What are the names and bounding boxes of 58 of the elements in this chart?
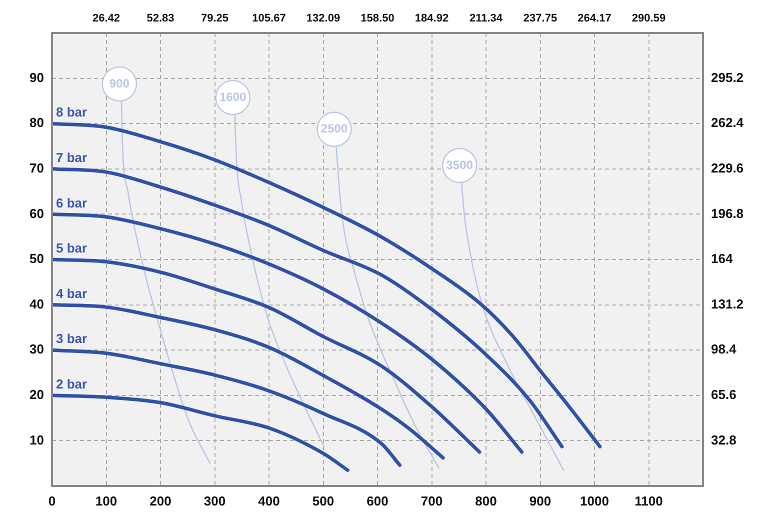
y2-tick-label: 196.8 [711, 206, 744, 221]
x2-tick-label: 132.09 [306, 12, 340, 24]
x-tick-label: 1100 [634, 493, 663, 508]
series-label: 4 bar [56, 286, 88, 301]
x2-tick-label: 79.25 [200, 12, 229, 24]
series-label: 2500 [320, 122, 348, 136]
x2-tick-label: 264.17 [578, 12, 612, 24]
y2-tick-label: 98.4 [711, 342, 738, 357]
y-tick-label: 20 [30, 386, 44, 402]
x2-tick-label: 52.83 [146, 12, 174, 24]
y2-tick-label: 65.6 [711, 386, 736, 402]
y2-tick-label: 164 [711, 251, 734, 266]
line-series [52, 258, 482, 454]
y-tick-label: 50 [30, 251, 44, 266]
line-series [52, 348, 402, 467]
x2-tick-label: 211.34 [469, 12, 504, 24]
y2-tick-label: 229.6 [711, 160, 744, 176]
x-tick-label: 0 [48, 493, 56, 508]
x2-tick-label: 105.67 [252, 12, 286, 24]
y-tick-label: 80 [30, 115, 44, 130]
line-series [52, 394, 350, 472]
x-tick-label: 700 [420, 493, 443, 508]
y-tick-label: 30 [30, 342, 44, 357]
x2-tick-label: 26.42 [92, 12, 120, 24]
x2-tick-label: 158.50 [360, 12, 394, 24]
series-label: 5 bar [56, 240, 88, 256]
x2-tick-label: 290.59 [632, 12, 666, 24]
series-label: 3 bar [56, 331, 88, 346]
x-tick-label: 1000 [580, 493, 609, 508]
y-tick-label: 10 [30, 432, 44, 448]
y-tick-label: 70 [30, 160, 44, 176]
x2-tick-label: 237.75 [523, 12, 558, 24]
series-label: 1600 [219, 90, 246, 104]
line-series [52, 122, 602, 448]
x-tick-label: 800 [475, 493, 497, 508]
series-label: 2 bar [56, 376, 88, 392]
x2-tick-label: 184.92 [414, 12, 449, 24]
x-tick-label: 400 [258, 493, 280, 508]
series-label: 900 [109, 76, 130, 90]
y-tick-label: 60 [30, 206, 44, 221]
x-tick-label: 500 [312, 493, 334, 508]
x-tick-label: 300 [204, 493, 226, 508]
series-label: 6 bar [56, 195, 88, 210]
line-series [52, 212, 524, 454]
y-tick-label: 90 [30, 70, 44, 85]
y-tick-label: 40 [30, 296, 44, 312]
line-series [52, 303, 445, 460]
y2-tick-label: 295.2 [711, 70, 744, 85]
series-label: 3500 [446, 158, 474, 172]
x-tick-label: 900 [529, 493, 552, 508]
x-tick-label: 600 [366, 493, 388, 508]
y2-tick-label: 131.2 [711, 296, 744, 312]
series-label: 8 bar [56, 104, 88, 120]
x-tick-label: 100 [95, 493, 118, 508]
y2-tick-label: 262.4 [711, 115, 744, 130]
y2-tick-label: 32.8 [711, 432, 736, 448]
x-tick-label: 200 [150, 493, 172, 508]
series-label: 7 bar [56, 150, 88, 165]
